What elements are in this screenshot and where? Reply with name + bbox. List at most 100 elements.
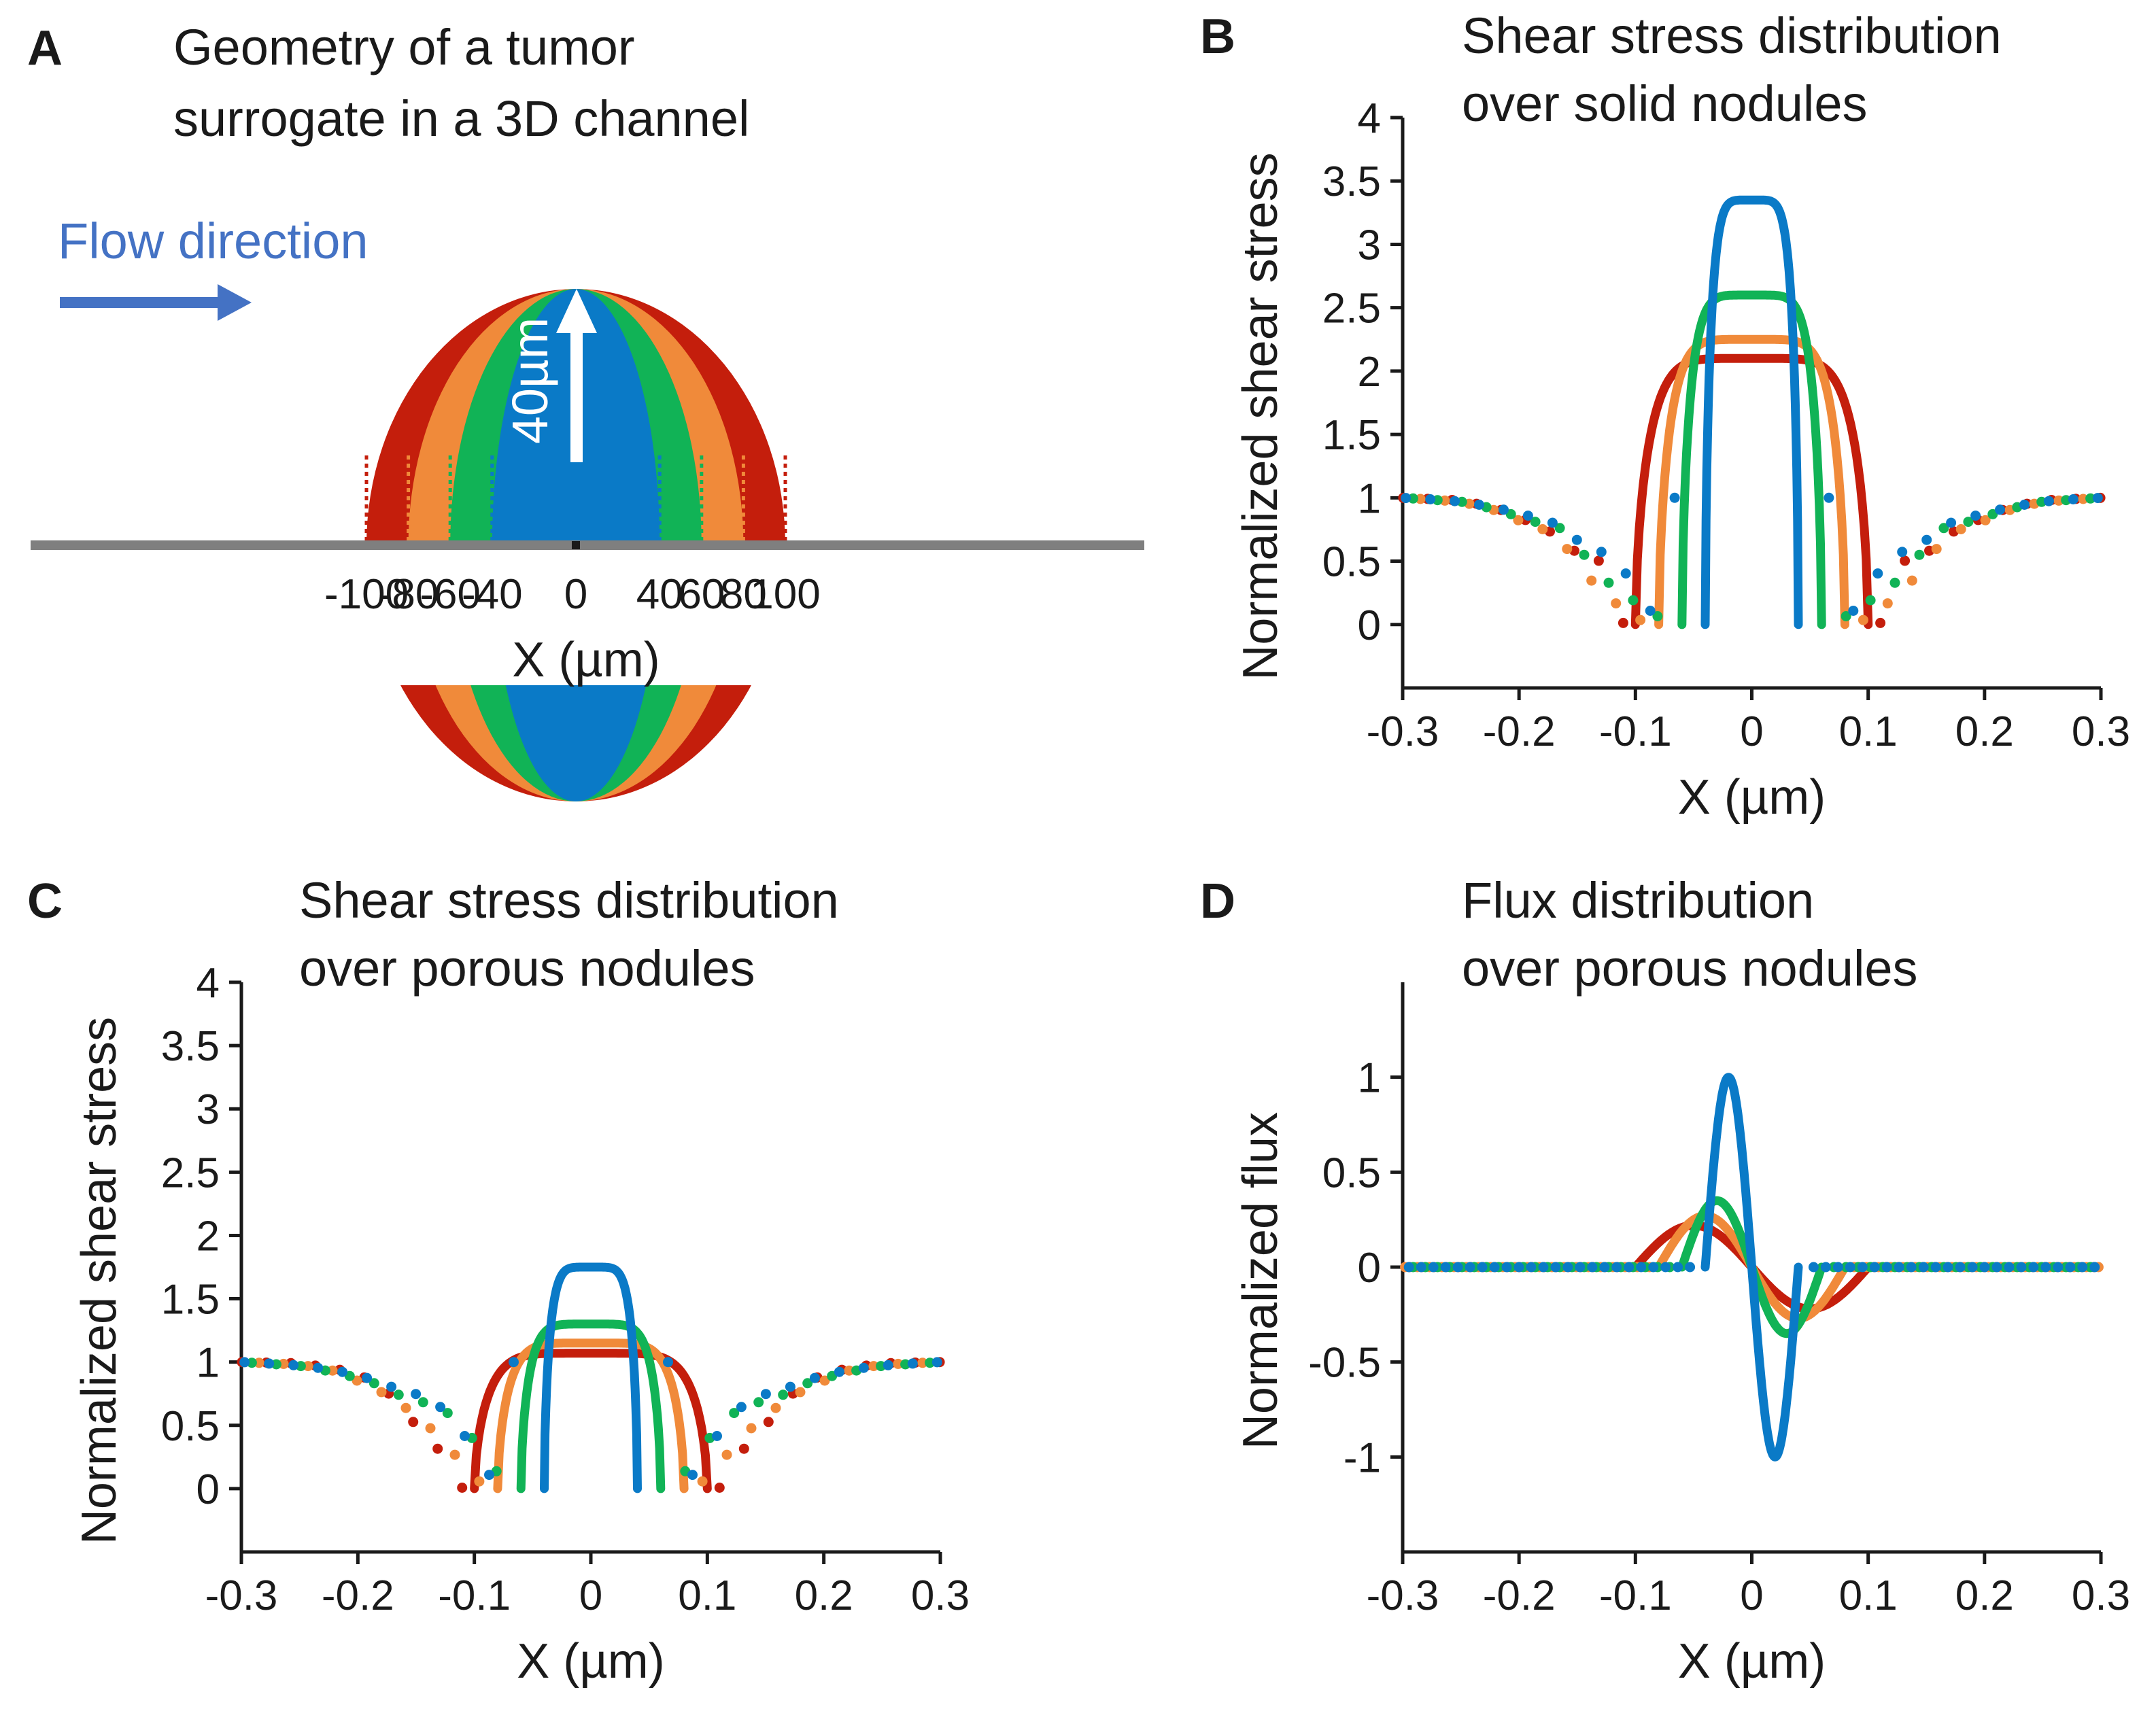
y-tick-label: 2	[1358, 349, 1381, 396]
data-point	[1845, 1262, 1855, 1273]
data-point	[1403, 1262, 1414, 1273]
series-r60	[246, 1319, 936, 1493]
series-r60	[1407, 290, 2096, 629]
data-point	[1599, 1262, 1610, 1273]
data-point	[2016, 1262, 2027, 1273]
data-point	[1980, 515, 1991, 525]
data-point	[893, 1358, 904, 1369]
y-tick-label: 1.5	[1322, 412, 1381, 459]
data-point	[1824, 492, 1834, 503]
y-tick-label: 2	[196, 1213, 220, 1260]
data-point	[460, 1431, 470, 1441]
x-axis-label: X (µm)	[517, 1634, 664, 1689]
data-point	[442, 1408, 453, 1419]
nodule-edge-markers	[364, 455, 787, 541]
data-point	[1562, 544, 1573, 555]
data-point	[376, 1387, 387, 1398]
data-point	[907, 1358, 918, 1369]
data-point	[432, 1443, 443, 1454]
data-point	[1620, 568, 1631, 579]
x-tick-label: 0.1	[1839, 708, 1898, 755]
data-point	[883, 1360, 893, 1370]
y-tick-label: 0.5	[1322, 539, 1381, 586]
data-point	[1869, 1262, 1880, 1273]
y-tick-label: 0	[1358, 602, 1381, 649]
data-point	[1881, 1262, 1892, 1273]
panel-a-x-tick: 100	[750, 571, 820, 618]
data-point	[1979, 1262, 1990, 1273]
data-point	[1943, 1262, 1953, 1273]
data-point	[1857, 1262, 1868, 1273]
data-point	[1900, 555, 1911, 566]
data-point	[1450, 496, 1460, 506]
data-point	[736, 1402, 747, 1413]
panel-a-title-line-2: surrogate in a 3D channel	[173, 90, 749, 147]
data-point	[1858, 615, 1868, 625]
x-tick-label: 0.2	[1955, 1572, 2014, 1619]
data-point	[1611, 598, 1622, 609]
data-point	[1991, 1262, 2002, 1273]
data-point	[1611, 1262, 1622, 1273]
data-point	[2053, 1262, 2064, 1273]
data-point	[1930, 1262, 1941, 1273]
series-r40	[239, 1262, 942, 1493]
data-point	[834, 1366, 844, 1377]
panel-a-letter: A	[27, 21, 63, 75]
data-point	[1832, 1262, 1843, 1273]
data-point	[1660, 1262, 1671, 1273]
data-point	[687, 1470, 698, 1481]
series-r80	[254, 1338, 928, 1493]
data-point	[1415, 494, 1426, 504]
data-point	[931, 1357, 942, 1368]
y-tick-label: 2.5	[161, 1150, 220, 1196]
data-point	[1530, 517, 1541, 528]
data-point	[1513, 515, 1524, 525]
x-tick-label: 0	[1740, 1572, 1763, 1619]
panel-c-letter: C	[27, 874, 63, 929]
data-point	[1465, 1262, 1475, 1273]
panel-b-letter: B	[1200, 10, 1235, 64]
data-point	[1586, 575, 1597, 586]
data-point	[1425, 494, 1436, 504]
y-tick-label: 1	[196, 1340, 220, 1387]
data-point	[2019, 500, 2030, 510]
panel-d-letter: D	[1200, 874, 1235, 929]
data-point	[288, 1360, 299, 1370]
data-point	[1547, 517, 1558, 528]
data-point	[2089, 1262, 2100, 1273]
x-tick-label: -0.1	[1599, 708, 1672, 755]
data-point	[1938, 523, 1949, 534]
data-point	[1596, 547, 1607, 557]
data-point	[844, 1365, 855, 1376]
data-point	[1489, 1262, 1500, 1273]
data-point	[729, 1408, 740, 1419]
data-point	[393, 1389, 404, 1400]
data-point	[917, 1358, 928, 1368]
data-point	[1505, 508, 1516, 519]
data-point	[2078, 494, 2089, 504]
data-point	[457, 1483, 468, 1493]
x-axis-label: X (µm)	[1678, 770, 1826, 825]
data-point	[1955, 1262, 1966, 1273]
height-label: 40µm	[502, 317, 558, 445]
data-point	[858, 1362, 869, 1373]
x-tick-label: 0.1	[1839, 1572, 1898, 1619]
y-tick-label: -1	[1344, 1434, 1381, 1481]
data-point	[1603, 577, 1614, 588]
x-tick-label: 0.2	[795, 1572, 853, 1619]
data-point	[1995, 504, 2005, 515]
data-point	[1841, 611, 1851, 621]
data-point	[1865, 595, 1876, 606]
data-point	[738, 1443, 749, 1454]
flow-direction-label: Flow direction	[58, 213, 369, 269]
origin-marker	[572, 541, 580, 549]
y-tick-label: 4	[196, 960, 220, 1007]
x-tick-label: -0.1	[438, 1572, 511, 1619]
data-point	[411, 1389, 422, 1400]
x-tick-label: 0.3	[911, 1572, 970, 1619]
data-point	[721, 1449, 732, 1460]
data-point	[2053, 495, 2064, 506]
panel-a-x-tick: -40	[462, 571, 523, 618]
data-point	[1987, 508, 1998, 519]
data-point	[2028, 1262, 2039, 1273]
